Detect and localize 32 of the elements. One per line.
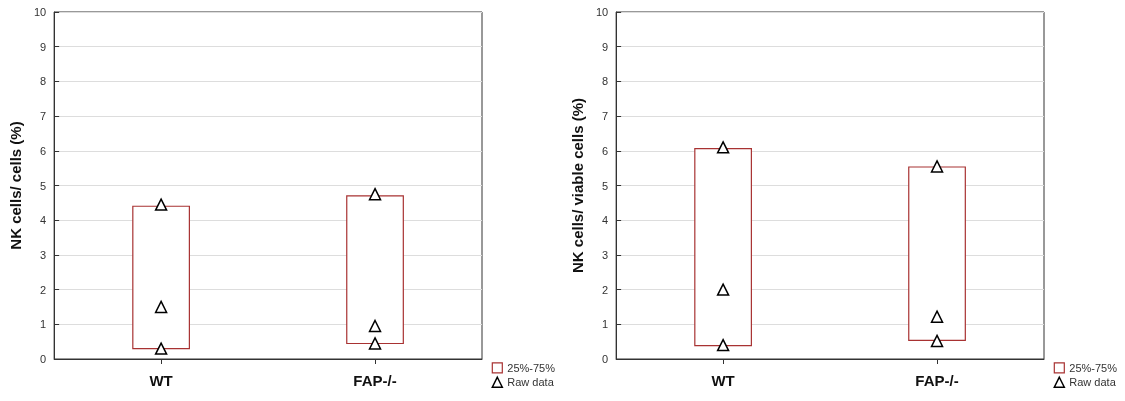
- y-tick-label: 10: [595, 6, 609, 18]
- y-tick-label: 5: [602, 179, 609, 192]
- x-tick-label: FAP-/-: [915, 372, 959, 389]
- legend-label: 25%-75%: [1069, 361, 1118, 374]
- y-tick-label: 1: [602, 318, 609, 331]
- y-axis-title: NK cells/ cells (%): [7, 121, 24, 250]
- y-tick-label: 2: [602, 283, 609, 296]
- y-tick-label: 9: [602, 40, 609, 53]
- y-tick-label: 6: [602, 144, 609, 157]
- legend-label: Raw data: [507, 376, 555, 389]
- y-tick-label: 3: [602, 248, 609, 261]
- y-axis-title: NK cells/ viable cells (%): [569, 97, 586, 274]
- y-tick-label: 10: [33, 6, 47, 18]
- y-tick-label: 7: [40, 110, 47, 123]
- y-tick-label: 8: [602, 75, 609, 88]
- y-tick-label: 8: [40, 75, 47, 88]
- x-tick-label: WT: [711, 372, 735, 389]
- y-tick-label: 4: [602, 214, 609, 227]
- legend-label: Raw data: [1069, 376, 1117, 389]
- y-tick-label: 1: [40, 318, 47, 331]
- x-tick-label: WT: [149, 372, 173, 389]
- y-tick-label: 5: [40, 179, 47, 192]
- y-tick-label: 2: [40, 283, 47, 296]
- y-tick-label: 0: [40, 353, 47, 365]
- y-tick-label: 9: [40, 40, 47, 53]
- y-tick-label: 0: [602, 353, 609, 365]
- y-tick-label: 3: [40, 248, 47, 261]
- y-tick-label: 7: [602, 110, 609, 123]
- y-tick-label: 4: [40, 214, 47, 227]
- legend-label: 25%-75%: [507, 361, 556, 374]
- y-tick-label: 6: [40, 144, 47, 157]
- x-tick-label: FAP-/-: [353, 372, 397, 389]
